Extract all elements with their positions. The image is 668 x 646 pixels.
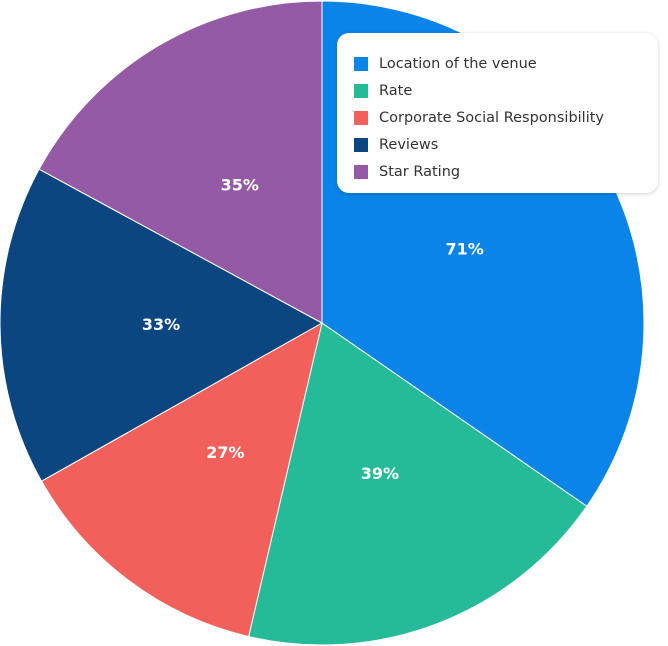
pie-slice-corporate-social-responsibility[interactable] xyxy=(40,322,323,638)
legend-swatch xyxy=(354,164,368,179)
pie-slice-rate[interactable] xyxy=(248,322,588,646)
legend-item[interactable]: Star Rating xyxy=(354,158,658,185)
data-label: 39% xyxy=(361,464,399,483)
legend: Location of the venue Rate Corporate Soc… xyxy=(337,33,658,193)
data-label: 33% xyxy=(142,315,180,334)
legend-item[interactable]: Rate xyxy=(354,77,658,104)
legend-swatch xyxy=(354,56,368,71)
data-label: 71% xyxy=(445,239,483,258)
legend-item[interactable]: Location of the venue xyxy=(354,50,658,77)
legend-label: Location of the venue xyxy=(379,55,537,72)
pie-slice-reviews[interactable] xyxy=(0,168,324,482)
pie-slice-star-rating[interactable] xyxy=(38,0,323,324)
legend-label: Star Rating xyxy=(379,163,461,180)
legend-swatch xyxy=(354,137,368,152)
legend-label: Rate xyxy=(379,82,413,99)
legend-swatch xyxy=(354,83,368,98)
legend-item[interactable]: Corporate Social Responsibility xyxy=(354,104,658,131)
legend-label: Reviews xyxy=(379,136,439,153)
data-label: 35% xyxy=(221,176,259,195)
legend-item[interactable]: Reviews xyxy=(354,131,658,158)
legend-swatch xyxy=(354,110,368,125)
data-label: 27% xyxy=(206,443,244,462)
legend-label: Corporate Social Responsibility xyxy=(379,109,604,126)
